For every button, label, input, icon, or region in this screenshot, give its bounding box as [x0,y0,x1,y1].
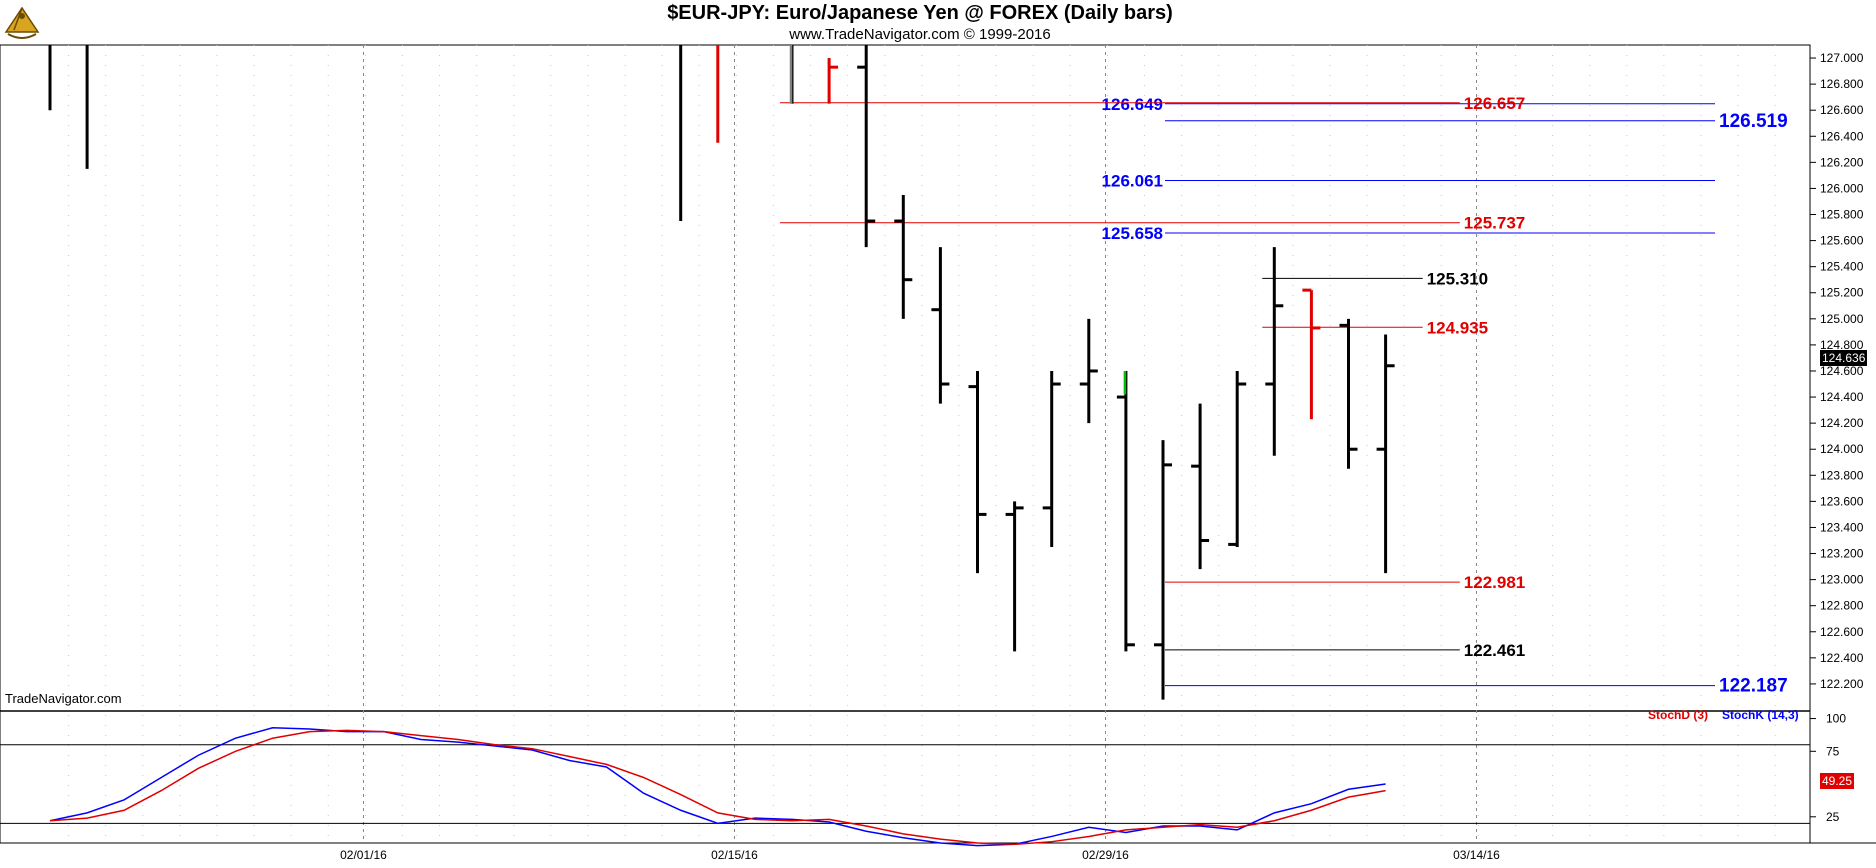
x-tick-label: 02/29/16 [1082,848,1129,862]
stoch-y-tick-label: 75 [1826,744,1840,758]
stoch-value-tag: 49.25 [1820,773,1855,789]
x-tick-label: 02/01/16 [340,848,387,862]
y-tick-label: 126.000 [1820,181,1864,195]
y-tick-label: 122.600 [1820,625,1864,639]
level-label: 125.658 [1102,224,1163,243]
y-tick-label: 124.600 [1820,364,1864,378]
chart-title: $EUR-JPY: Euro/Japanese Yen @ FOREX (Dai… [667,2,1173,24]
chart-subtitle: www.TradeNavigator.com © 1999-2016 [789,26,1051,43]
x-tick-label: 03/14/16 [1453,848,1500,862]
level-label: 126.649 [1102,95,1163,114]
y-tick-label: 126.200 [1820,155,1864,169]
y-tick-label: 126.400 [1820,129,1864,143]
y-tick-label: 123.600 [1820,494,1864,508]
stoch-series-line [49,726,1386,847]
legend-stochk: StochK (14,3) [1722,708,1799,722]
watermark: TradeNavigator.com [5,691,122,706]
y-tick-label: 123.200 [1820,547,1864,561]
last-price-tag: 124.636 [1820,350,1868,366]
y-tick-label: 123.000 [1820,573,1864,587]
y-tick-label: 123.800 [1820,468,1864,482]
y-tick-label: 122.400 [1820,651,1864,665]
stoch-y-tick-label: 100 [1826,712,1846,726]
y-tick-label: 124.000 [1820,442,1864,456]
level-label: 126.519 [1719,111,1788,132]
y-tick-label: 126.800 [1820,77,1864,91]
y-tick-label: 125.400 [1820,260,1864,274]
level-label: 126.061 [1102,171,1163,190]
level-label: 122.461 [1464,641,1525,660]
level-label: 125.737 [1464,214,1525,233]
sextant-logo-icon [2,2,42,42]
level-label: 124.935 [1427,318,1488,337]
stoch-y-tick-label: 25 [1826,810,1840,824]
level-label: 122.187 [1719,676,1788,697]
y-tick-label: 124.400 [1820,390,1864,404]
y-tick-label: 122.200 [1820,677,1864,691]
level-label: 125.310 [1427,269,1488,288]
y-tick-label: 124.800 [1820,338,1864,352]
y-tick-label: 124.200 [1820,416,1864,430]
x-tick-label: 02/15/16 [711,848,758,862]
y-tick-label: 123.400 [1820,520,1864,534]
level-label: 126.657 [1464,94,1525,113]
y-tick-label: 127.000 [1820,51,1864,65]
stoch-series-line [49,729,1386,846]
y-tick-label: 125.600 [1820,234,1864,248]
y-tick-label: 126.600 [1820,103,1864,117]
y-tick-label: 125.200 [1820,286,1864,300]
y-tick-label: 125.800 [1820,208,1864,222]
y-tick-label: 125.000 [1820,312,1864,326]
level-label: 122.981 [1464,573,1525,592]
legend-stochd: StochD (3) [1648,708,1708,722]
y-tick-label: 122.800 [1820,599,1864,613]
plot-frame [0,44,1811,844]
